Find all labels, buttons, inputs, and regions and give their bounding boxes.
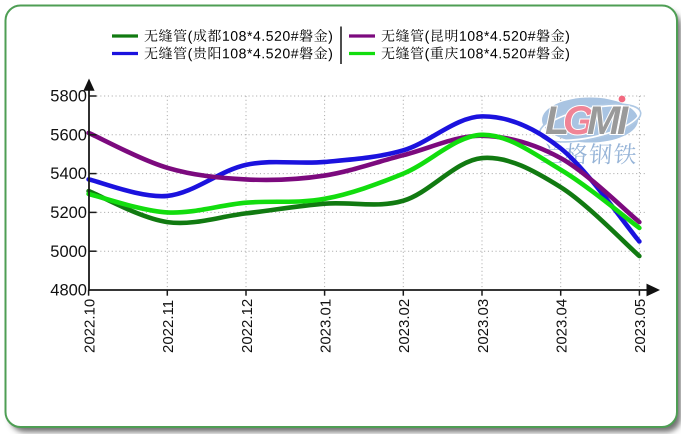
svg-text:2023.02: 2023.02 <box>396 299 413 353</box>
svg-text:I: I <box>617 99 629 143</box>
svg-text:5800: 5800 <box>50 88 87 106</box>
svg-text:4800: 4800 <box>50 282 87 300</box>
svg-text:2022.10: 2022.10 <box>81 299 98 353</box>
svg-text:2023.05: 2023.05 <box>632 299 649 353</box>
svg-text:M: M <box>587 99 622 143</box>
svg-text:5600: 5600 <box>50 126 87 144</box>
svg-text:5000: 5000 <box>50 243 87 261</box>
svg-text:5400: 5400 <box>50 165 87 183</box>
svg-text:G: G <box>563 99 594 143</box>
svg-text:2023.01: 2023.01 <box>317 299 334 353</box>
svg-text:2023.03: 2023.03 <box>475 299 492 353</box>
svg-text:2022.12: 2022.12 <box>239 299 256 353</box>
svg-text:2023.04: 2023.04 <box>554 299 571 353</box>
svg-text:L: L <box>545 99 569 143</box>
svg-text:5200: 5200 <box>50 204 87 222</box>
svg-text:2022.11: 2022.11 <box>160 300 177 353</box>
